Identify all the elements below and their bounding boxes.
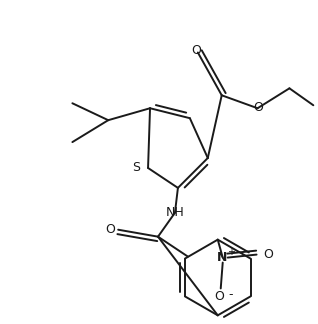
Text: NH: NH <box>166 206 184 219</box>
Text: -: - <box>228 288 233 301</box>
Text: O: O <box>264 248 273 261</box>
Text: N: N <box>217 251 227 264</box>
Text: +: + <box>227 247 235 257</box>
Text: O: O <box>214 290 224 303</box>
Text: O: O <box>254 101 264 114</box>
Text: S: S <box>132 161 140 174</box>
Text: O: O <box>105 223 115 236</box>
Text: O: O <box>191 44 201 57</box>
